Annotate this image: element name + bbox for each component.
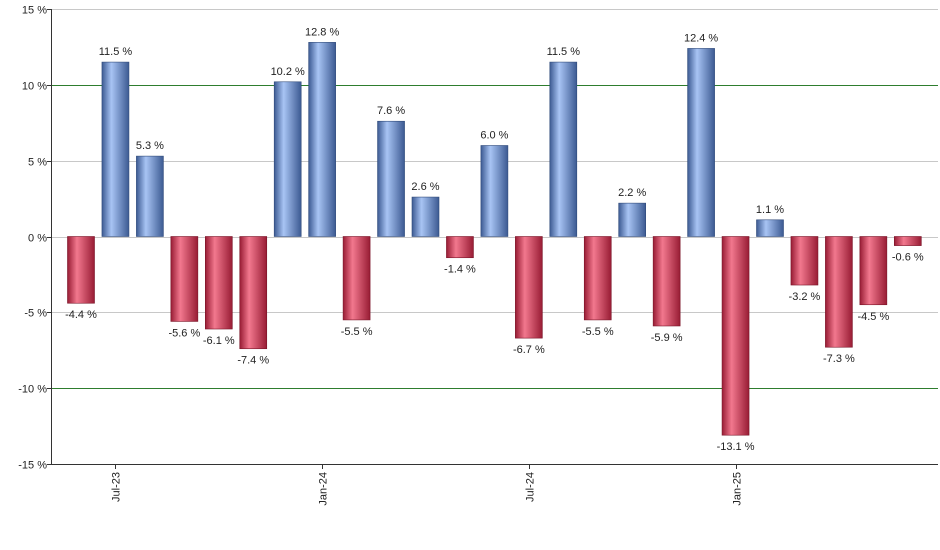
bar bbox=[480, 145, 509, 237]
data-label: -4.5 % bbox=[857, 311, 889, 323]
bar bbox=[67, 236, 95, 304]
bar bbox=[583, 236, 612, 321]
data-label: 11.5 % bbox=[99, 46, 133, 58]
bar bbox=[687, 48, 715, 237]
bar bbox=[652, 236, 681, 327]
y-tick-label: 15 % bbox=[22, 5, 47, 17]
bar bbox=[101, 61, 130, 237]
bar bbox=[721, 236, 750, 436]
data-label: 11.5 % bbox=[547, 46, 581, 58]
y-tick-label: 0 % bbox=[28, 233, 47, 245]
bars-layer bbox=[67, 42, 922, 436]
bar bbox=[308, 42, 336, 237]
bar bbox=[859, 236, 888, 306]
data-label: -5.9 % bbox=[651, 332, 683, 344]
y-tick-label: -5 % bbox=[24, 308, 47, 320]
data-label: 5.3 % bbox=[136, 140, 164, 152]
y-tick-label: -15 % bbox=[18, 460, 47, 472]
data-label: 10.2 % bbox=[271, 66, 305, 78]
data-label: -1.4 % bbox=[444, 264, 476, 276]
data-label: 2.6 % bbox=[411, 181, 439, 193]
bar bbox=[273, 81, 302, 237]
bar bbox=[136, 155, 164, 237]
data-label: 6.0 % bbox=[480, 130, 508, 142]
data-label: -3.2 % bbox=[789, 291, 821, 303]
data-label: -5.5 % bbox=[582, 326, 614, 338]
data-label: -13.1 % bbox=[717, 441, 755, 453]
data-label: -6.7 % bbox=[513, 344, 545, 356]
data-label: -0.6 % bbox=[892, 252, 924, 264]
data-label: 1.1 % bbox=[756, 204, 784, 216]
bar bbox=[342, 236, 371, 321]
bar bbox=[446, 236, 474, 259]
data-label: -7.3 % bbox=[823, 353, 855, 365]
bar bbox=[549, 61, 578, 237]
data-label: 12.8 % bbox=[305, 26, 339, 38]
bar bbox=[825, 236, 853, 348]
bar bbox=[790, 236, 819, 286]
data-label: 7.6 % bbox=[377, 105, 405, 117]
bar bbox=[377, 120, 405, 237]
data-label: -5.5 % bbox=[341, 326, 373, 338]
data-label: -4.4 % bbox=[65, 309, 97, 321]
bar bbox=[239, 236, 268, 350]
data-label: -6.1 % bbox=[203, 335, 235, 347]
bar bbox=[618, 202, 647, 237]
bar bbox=[170, 236, 199, 322]
axis-layer bbox=[47, 9, 938, 469]
y-tick-label: -10 % bbox=[18, 384, 47, 396]
data-label: -7.4 % bbox=[237, 355, 269, 367]
y-tick-label: 10 % bbox=[22, 81, 47, 93]
bar bbox=[205, 236, 233, 330]
data-label: 12.4 % bbox=[684, 32, 718, 44]
labels-layer: 15 % 10 % 5 % 0 % -5 % -10 % -15 % -4.4 % 11.5 %… bbox=[18, 5, 924, 506]
data-label: -5.6 % bbox=[168, 327, 200, 339]
bar bbox=[756, 219, 784, 237]
y-tick-label: 5 % bbox=[28, 157, 47, 169]
bar bbox=[515, 236, 543, 339]
x-tick-label: Jul-24 bbox=[525, 472, 537, 502]
bar bbox=[411, 196, 440, 237]
x-tick-label: Jan-25 bbox=[732, 472, 744, 506]
x-tick-label: Jul-23 bbox=[111, 472, 123, 502]
data-label: 2.2 % bbox=[618, 187, 646, 199]
bar bbox=[893, 236, 922, 246]
x-tick-label: Jan-24 bbox=[318, 472, 330, 506]
